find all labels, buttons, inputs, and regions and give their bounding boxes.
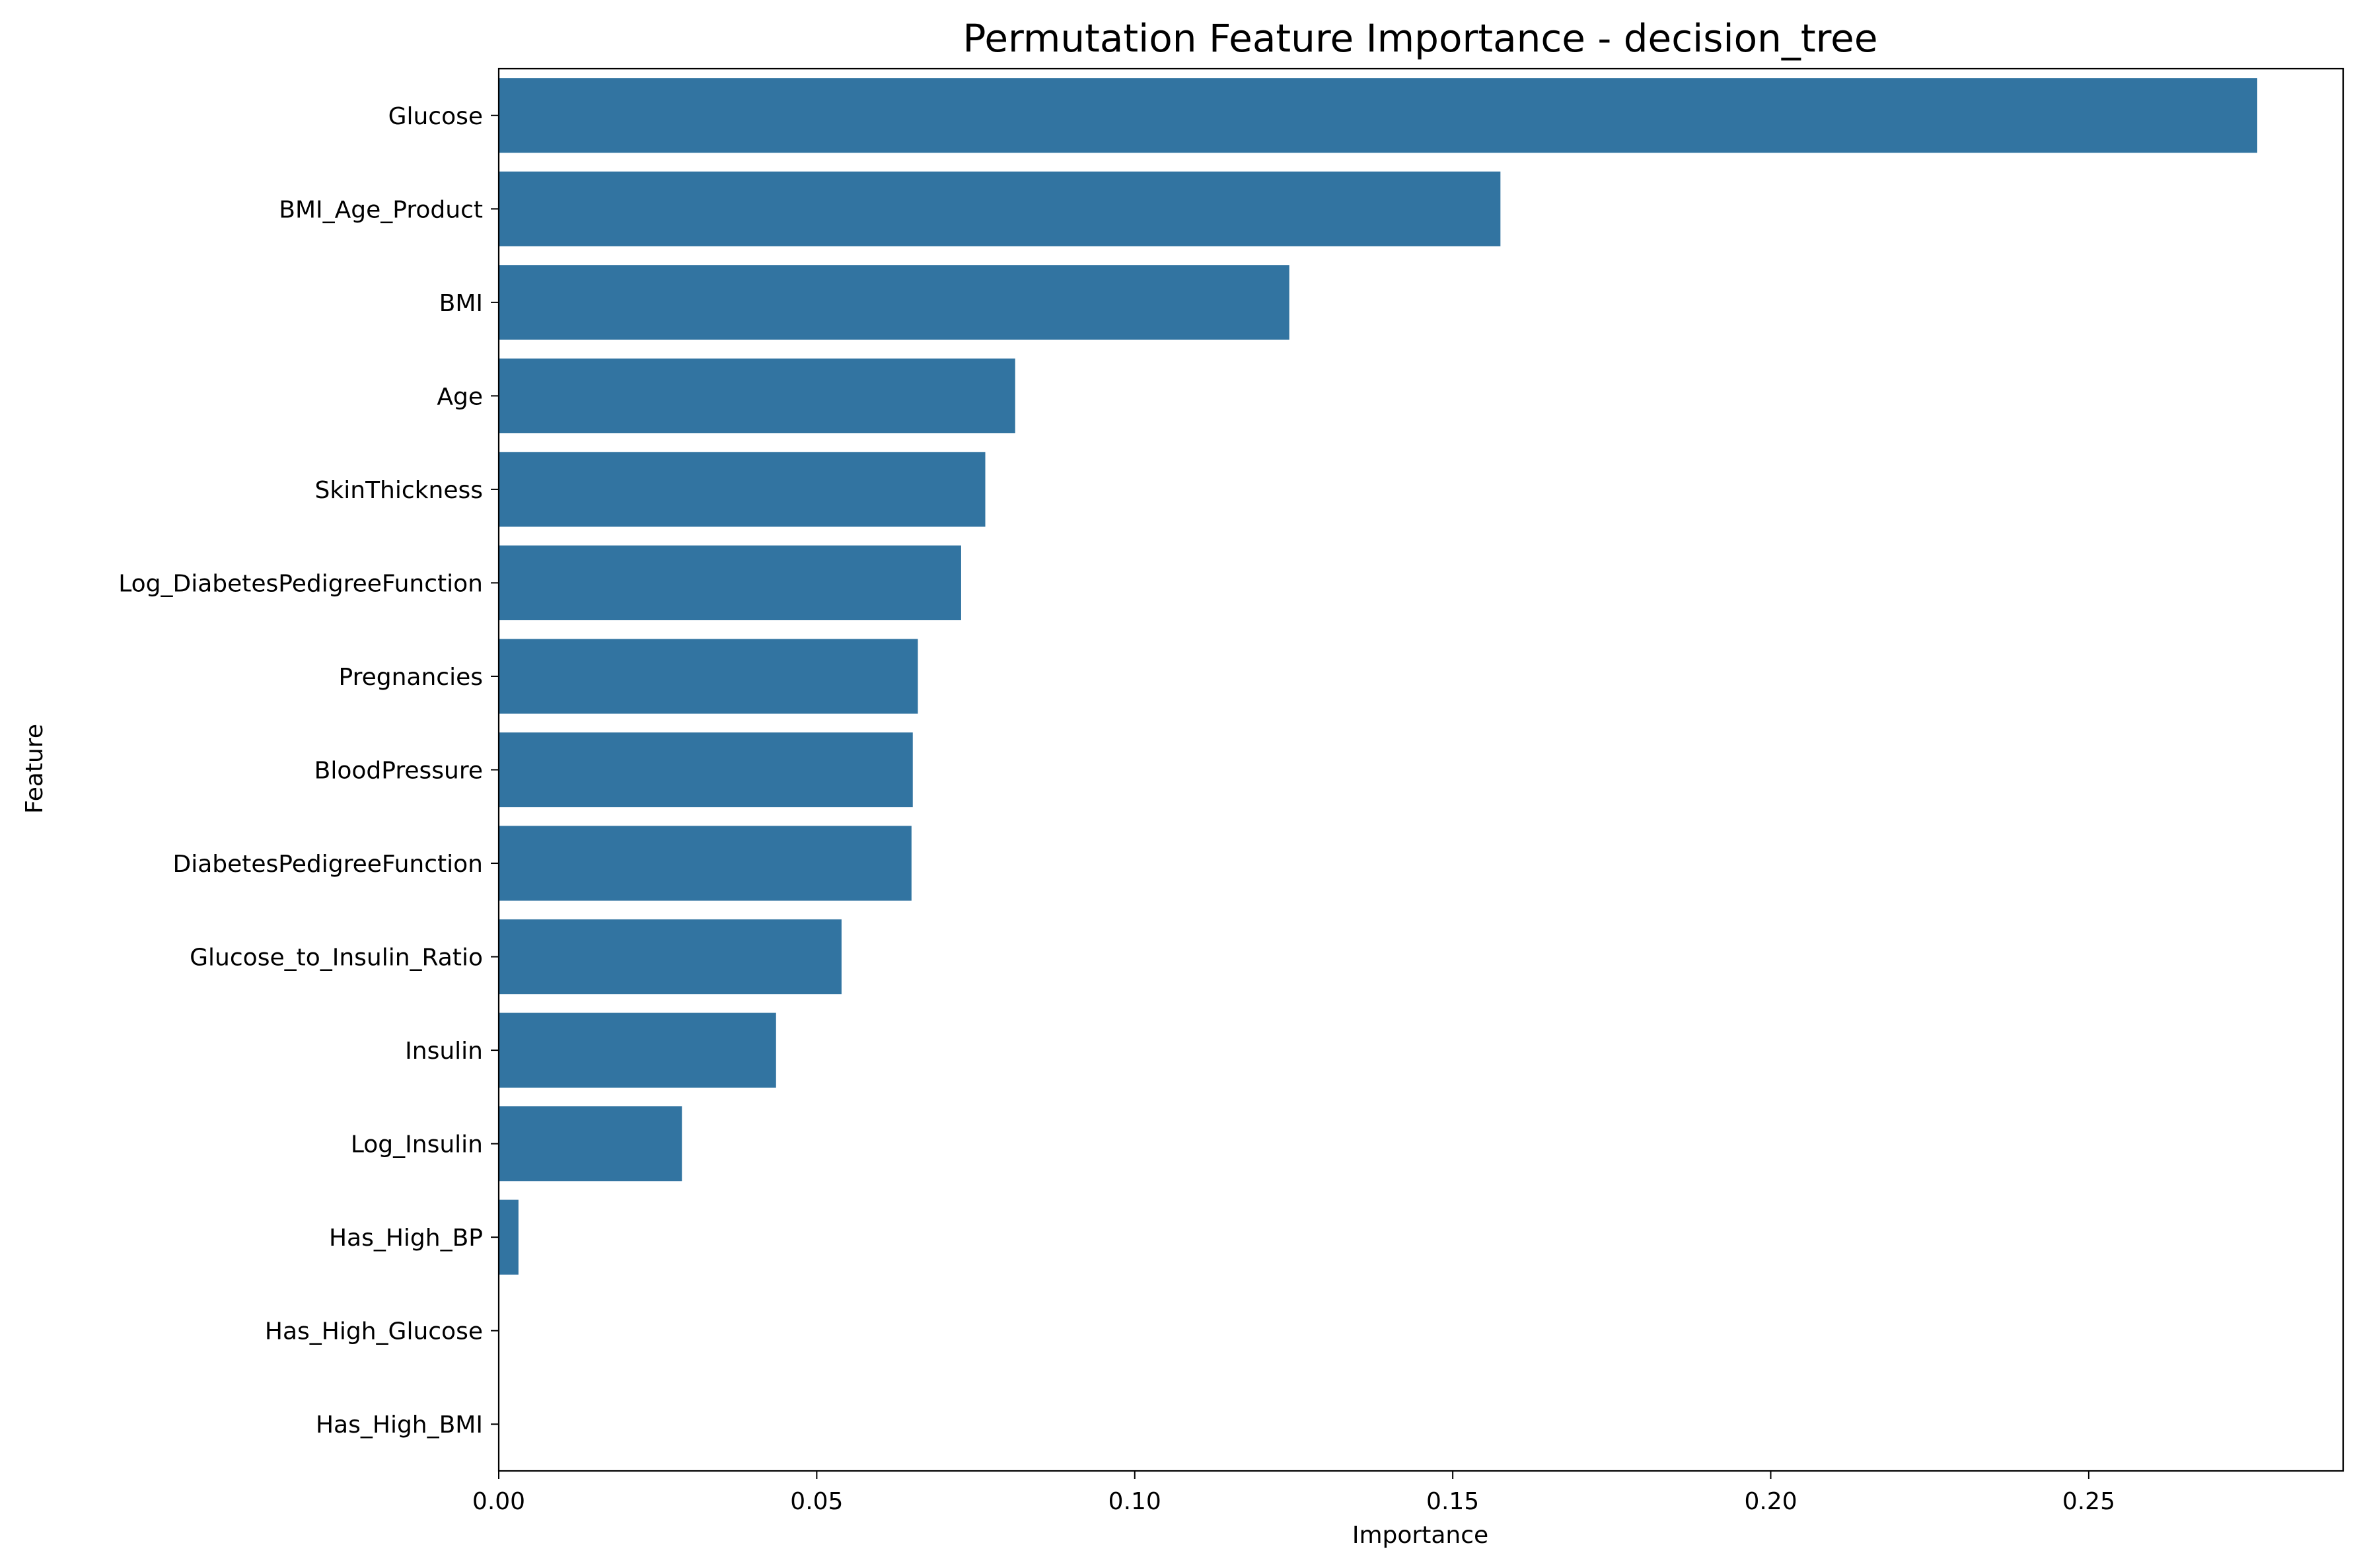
- plot-frame: [497, 67, 2344, 1472]
- y-tick-label: Log_DiabetesPedigreeFunction: [118, 570, 483, 597]
- bar-age: [499, 358, 1015, 433]
- bar-glucose-to-insulin-ratio: [499, 919, 842, 995]
- y-axis-label: Feature: [21, 724, 48, 814]
- y-tick-label: Has_High_BMI: [316, 1411, 483, 1439]
- y-tick-label: Has_High_BP: [329, 1225, 483, 1252]
- x-tick-label: 0.00: [472, 1488, 525, 1515]
- bar-glucose: [499, 78, 2258, 153]
- y-tick-label: BMI: [439, 290, 483, 317]
- x-tick-label: 0.20: [1744, 1488, 1797, 1515]
- x-axis-ticks: 0.00 0.05 0.10 0.15 0.20 0.25: [472, 1471, 2115, 1515]
- y-tick-label: Pregnancies: [339, 664, 483, 691]
- bar-diabetespedigreefunction: [499, 826, 912, 901]
- bar-bmi-age-product: [499, 171, 1501, 246]
- y-tick-label: BloodPressure: [314, 758, 483, 785]
- y-axis-ticks: Glucose BMI_Age_Product BMI Age SkinThicknes…: [118, 103, 499, 1439]
- y-tick-label: BMI_Age_Product: [279, 196, 483, 223]
- bar-bloodpressure: [499, 732, 913, 808]
- chart-title: Permutation Feature Importance - decisio…: [962, 16, 1877, 61]
- bar-log-insulin: [499, 1106, 682, 1182]
- y-tick-label: DiabetesPedigreeFunction: [172, 851, 483, 878]
- y-tick-label: Glucose: [388, 103, 483, 130]
- x-tick-label: 0.25: [2062, 1488, 2115, 1515]
- bar-bmi: [499, 265, 1289, 340]
- x-tick-label: 0.05: [790, 1488, 843, 1515]
- y-tick-label: SkinThickness: [315, 477, 483, 504]
- bar-insulin: [499, 1013, 776, 1088]
- bars: [499, 78, 2258, 1275]
- x-tick-label: 0.15: [1426, 1488, 1479, 1515]
- y-tick-label: Age: [437, 383, 483, 410]
- y-tick-label: Insulin: [405, 1038, 483, 1065]
- y-tick-label: Glucose_to_Insulin_Ratio: [190, 944, 483, 972]
- bar-skinthickness: [499, 452, 986, 527]
- bar-pregnancies: [499, 639, 918, 714]
- bar-has-high-bp: [499, 1199, 519, 1275]
- y-tick-label: Has_High_Glucose: [265, 1318, 483, 1345]
- bar-log-diabetespedigreefunction: [499, 545, 961, 621]
- y-tick-label: Log_Insulin: [351, 1131, 483, 1158]
- x-tick-label: 0.10: [1108, 1488, 1161, 1515]
- x-axis-label: Importance: [1352, 1522, 1488, 1549]
